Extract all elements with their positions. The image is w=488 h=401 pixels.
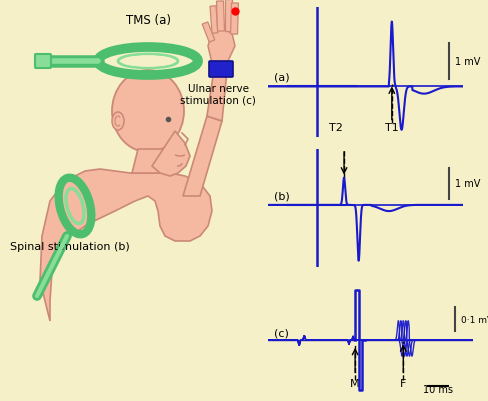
Text: T2: T2	[329, 122, 343, 132]
Polygon shape	[202, 23, 215, 43]
Polygon shape	[217, 2, 224, 32]
Polygon shape	[40, 170, 212, 321]
Text: Spinal stimulation (b): Spinal stimulation (b)	[10, 241, 130, 251]
Polygon shape	[208, 30, 235, 64]
Polygon shape	[210, 7, 218, 34]
Text: Ulnar nerve
stimulation (c): Ulnar nerve stimulation (c)	[180, 84, 256, 105]
Polygon shape	[224, 0, 231, 32]
Text: F: F	[400, 378, 407, 388]
Text: 1 mV: 1 mV	[455, 57, 481, 67]
Text: 10 ms: 10 ms	[423, 384, 453, 393]
Text: TMS (a): TMS (a)	[125, 14, 170, 27]
Polygon shape	[132, 150, 168, 174]
Text: M: M	[350, 378, 360, 388]
Text: (a): (a)	[274, 72, 289, 82]
Ellipse shape	[112, 113, 124, 131]
Ellipse shape	[122, 57, 174, 67]
Polygon shape	[152, 132, 190, 176]
Ellipse shape	[112, 71, 184, 153]
FancyBboxPatch shape	[209, 62, 233, 78]
Text: (b): (b)	[274, 191, 289, 201]
Text: T1: T1	[385, 122, 399, 132]
FancyBboxPatch shape	[35, 55, 51, 69]
Ellipse shape	[118, 55, 178, 69]
Text: 1 mV: 1 mV	[455, 179, 481, 189]
Text: (c): (c)	[274, 328, 289, 338]
Polygon shape	[183, 117, 222, 196]
Text: 0·1 mV: 0·1 mV	[461, 315, 488, 324]
Polygon shape	[230, 4, 239, 35]
Polygon shape	[207, 62, 228, 122]
